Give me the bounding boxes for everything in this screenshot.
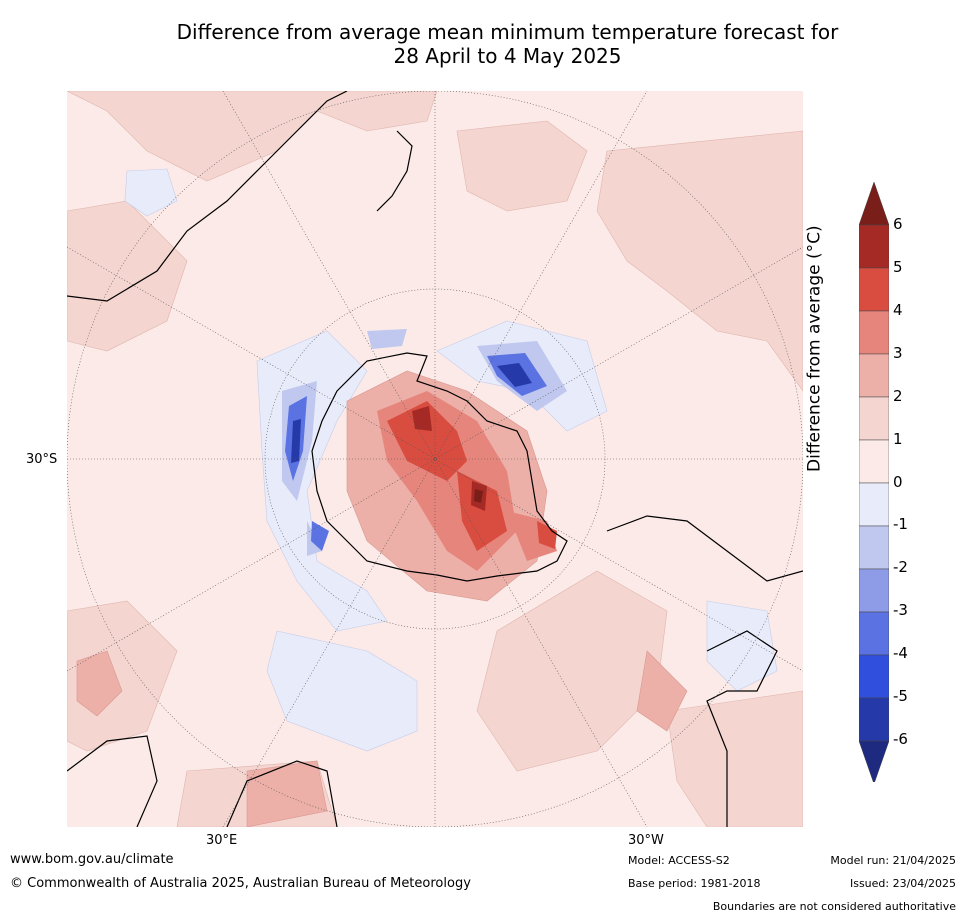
map-canvas: [67, 91, 803, 827]
colorbar-tick: -2: [893, 558, 908, 576]
issued-text: Issued: 23/04/2025: [849, 877, 956, 890]
title-line-2: 28 April to 4 May 2025: [393, 44, 622, 68]
disclaimer-text: Boundaries are not considered authoritat…: [712, 900, 956, 913]
colorbar-tick: 0: [893, 473, 903, 491]
colorbar-tick: -1: [893, 515, 908, 533]
colorbar-tick: 6: [893, 215, 903, 233]
coastlines: [67, 91, 803, 827]
colorbar-tick: 2: [893, 387, 903, 405]
colorbar-band: [858, 654, 890, 699]
colorbar-band: [858, 697, 890, 742]
lon-label-30e: 30°E: [206, 833, 238, 848]
colorbar-band: [858, 740, 890, 785]
colorbar-band: [858, 525, 890, 570]
anomaly-field-warm-5: [412, 406, 487, 511]
colorbar-tick: -5: [893, 687, 908, 705]
anomaly-field-warm-6: [474, 489, 483, 503]
colorbar-band: [858, 482, 890, 527]
colorbar-tick: 4: [893, 301, 903, 319]
colorbar-band: [858, 181, 890, 226]
model-run-text: Model run: 21/04/2025: [830, 854, 956, 867]
model-text: Model: ACCESS-S2: [628, 854, 730, 867]
colorbar: [858, 181, 890, 785]
colorbar-band: [858, 611, 890, 656]
colorbar-tick: -3: [893, 601, 908, 619]
colorbar-tick: -6: [893, 730, 908, 748]
copyright-text: © Commonwealth of Australia 2025, Austra…: [10, 876, 471, 891]
colorbar-tick: 3: [893, 344, 903, 362]
website-link[interactable]: www.bom.gov.au/climate: [10, 852, 174, 867]
colorbar-canvas: [858, 181, 890, 785]
colorbar-band: [858, 568, 890, 613]
colorbar-label: Difference from average (°C): [804, 225, 825, 472]
colorbar-band: [858, 396, 890, 441]
anomaly-field-warm-1: [67, 91, 803, 827]
colorbar-tick: 5: [893, 258, 903, 276]
colorbar-tick: -4: [893, 644, 908, 662]
graticule: [67, 91, 803, 827]
colorbar-band: [858, 439, 890, 484]
anomaly-field-cool-4: [291, 363, 532, 463]
lat-label-30s: 30°S: [26, 452, 58, 467]
anomaly-field-warm-4: [387, 401, 557, 551]
colorbar-band: [858, 310, 890, 355]
colorbar-band: [858, 267, 890, 312]
lon-label-30w: 30°W: [628, 833, 664, 848]
temperature-anomaly-map: [67, 91, 803, 827]
colorbar-band: [858, 224, 890, 269]
colorbar-tick: 1: [893, 430, 903, 448]
base-period-text: Base period: 1981-2018: [628, 877, 761, 890]
colorbar-band: [858, 353, 890, 398]
map-title: Difference from average mean minimum tem…: [0, 20, 965, 68]
title-line-1: Difference from average mean minimum tem…: [176, 20, 839, 44]
